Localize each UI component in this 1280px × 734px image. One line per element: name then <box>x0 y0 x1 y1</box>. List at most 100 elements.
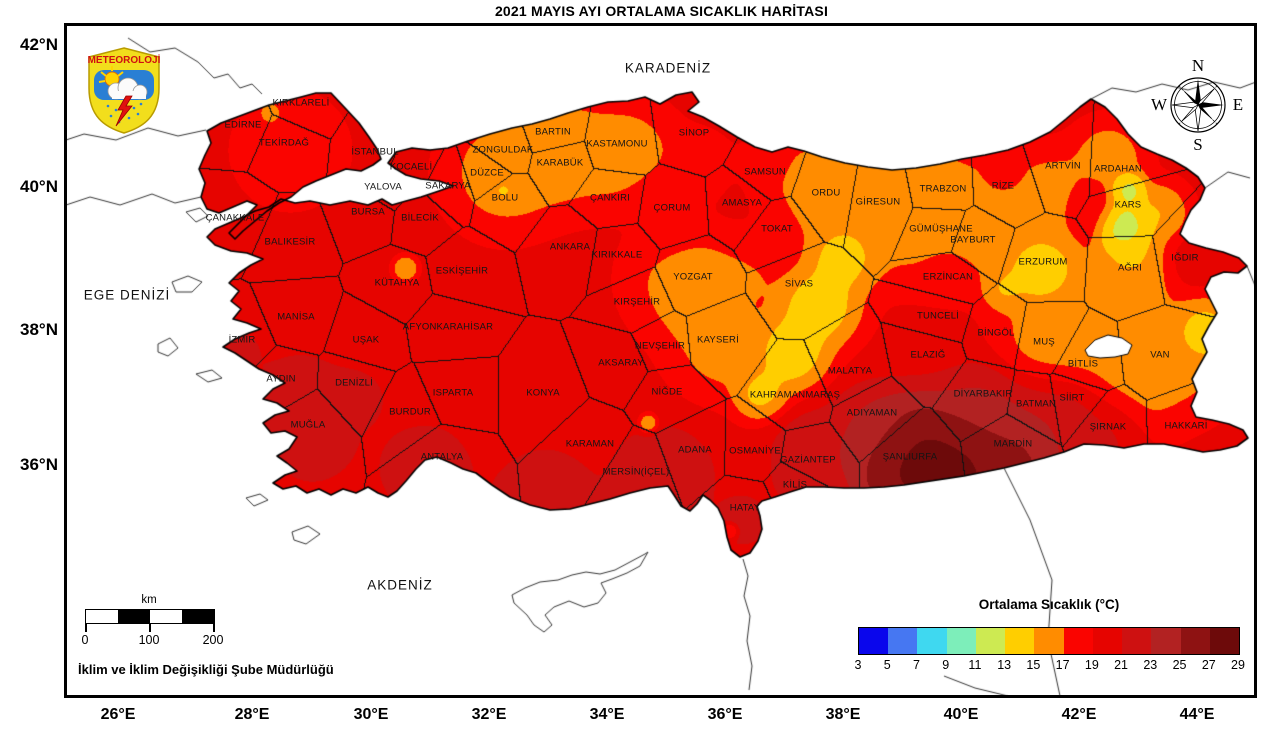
province-label: İSTANBUL <box>351 146 399 158</box>
province-label: MUŞ <box>1033 336 1055 348</box>
province-label: MARDİN <box>993 438 1033 450</box>
logo-sun-icon <box>98 66 124 87</box>
latitude-label: 36°N <box>20 455 58 474</box>
scalebar-segment <box>182 610 214 623</box>
legend-tick-label: 19 <box>1084 658 1099 672</box>
longitude-label: 38°E <box>825 706 861 723</box>
longitude-label: 26°E <box>100 706 136 723</box>
sea-label: EGE DENİZİ <box>83 287 171 303</box>
province-label: BURSA <box>351 206 385 218</box>
legend-cell <box>1092 628 1123 654</box>
scalebar-segment <box>118 610 150 623</box>
logo-text: METEOROLOJİ <box>88 53 161 66</box>
compass-north-label: N <box>1191 56 1205 75</box>
province-label: ADANA <box>678 444 712 456</box>
logo-lightning-icon <box>115 95 133 127</box>
province-label: SAMSUN <box>744 166 786 178</box>
province-label: AYDIN <box>266 373 296 385</box>
province-label: IĞDIR <box>1171 252 1199 264</box>
latitude-label: 38°N <box>20 320 58 339</box>
legend-tick-label: 23 <box>1143 658 1158 672</box>
province-label: RİZE <box>991 180 1015 192</box>
province-label: ESKİŞEHİR <box>435 265 489 277</box>
province-label: TOKAT <box>761 223 793 235</box>
logo-cloud-icon <box>107 77 148 100</box>
province-label: KAYSERİ <box>697 334 739 346</box>
province-label: AFYONKARAHİSAR <box>402 321 494 333</box>
legend-cell <box>1063 628 1093 654</box>
province-label: SAKARYA <box>425 180 471 192</box>
legend-cell <box>859 628 889 654</box>
province-label: BOLU <box>491 192 519 204</box>
province-label: KAHRAMANMARAŞ <box>749 389 841 401</box>
compass-rose <box>1170 77 1226 133</box>
province-label: BARTIN <box>535 126 571 138</box>
legend-tick-label: 15 <box>1026 658 1041 672</box>
legend-tick-label: 7 <box>912 658 920 672</box>
legend-cell <box>1034 628 1064 654</box>
province-label: OSMANİYE <box>729 445 781 457</box>
legend-tick-label: 27 <box>1201 658 1216 672</box>
longitude-label: 40°E <box>943 706 979 723</box>
longitude-label: 32°E <box>471 706 507 723</box>
legend-tick-label: 25 <box>1172 658 1187 672</box>
province-label: TEKİRDAĞ <box>258 137 310 149</box>
province-label: KOCAELİ <box>389 161 433 173</box>
compass-star <box>1171 79 1224 132</box>
province-label: AMASYA <box>721 197 763 209</box>
province-label: EDİRNE <box>224 119 262 131</box>
legend-cell <box>975 628 1006 654</box>
legend-tick-label: 5 <box>883 658 891 672</box>
legend-cell <box>1151 628 1181 654</box>
province-label: KARS <box>1114 199 1142 211</box>
province-label: KIRKLARELİ <box>272 97 330 109</box>
province-label: ADIYAMAN <box>846 407 898 419</box>
scalebar-tick-label: 100 <box>138 633 160 647</box>
sea-label: AKDENİZ <box>367 577 433 593</box>
province-label: ÇORUM <box>653 202 691 214</box>
legend-tick-label: 13 <box>997 658 1012 672</box>
province-label: UŞAK <box>352 334 380 346</box>
province-label: KONYA <box>526 387 560 399</box>
province-label: BİTLİS <box>1067 358 1099 370</box>
province-label: ZONGULDAK <box>472 144 534 156</box>
scalebar-tick <box>85 624 87 632</box>
province-label: SİİRT <box>1059 392 1085 404</box>
province-label: ELAZIĞ <box>910 349 946 361</box>
province-label: AĞRI <box>1117 262 1143 274</box>
turkey-temperature-map <box>66 25 1257 698</box>
province-label: MERSİN(İÇEL) <box>602 466 670 478</box>
legend-cell <box>888 628 918 654</box>
province-label: MALATYA <box>827 365 873 377</box>
longitude-label: 42°E <box>1061 706 1097 723</box>
scalebar-segment <box>86 610 118 623</box>
legend-title: Ortalama Sıcaklık (°C) <box>978 597 1120 612</box>
province-label: ISPARTA <box>432 387 474 399</box>
province-label: ARDAHAN <box>1094 163 1142 175</box>
scalebar-tick <box>149 624 151 632</box>
province-label: VAN <box>1150 349 1170 361</box>
scalebar-tick <box>213 624 215 632</box>
scalebar-tick-label: 0 <box>81 633 89 647</box>
province-label: KASTAMONU <box>586 138 648 150</box>
province-label: SİNOP <box>678 127 710 139</box>
scalebar-tick-label: 200 <box>202 633 224 647</box>
province-label: GİRESUN <box>855 196 901 208</box>
province-label: ÇANAKKALE <box>205 212 265 224</box>
legend-cell <box>946 628 976 654</box>
province-label: GÜMÜŞHANE <box>909 223 973 235</box>
legend-cell <box>1122 628 1152 654</box>
credit-text: İklim ve İklim Değişikliği Şube Müdürlüğ… <box>78 662 334 677</box>
province-label: HAKKARİ <box>1164 420 1208 432</box>
sea-label: KARADENİZ <box>624 60 712 76</box>
legend-tick-label: 17 <box>1055 658 1070 672</box>
province-label: NEVŞEHİR <box>634 340 686 352</box>
legend-tick-label: 21 <box>1114 658 1129 672</box>
province-label: DİYARBAKIR <box>953 388 1013 400</box>
province-label: ANKARA <box>549 241 591 253</box>
province-label: MANİSA <box>277 311 315 323</box>
legend-tick-label: 9 <box>942 658 950 672</box>
meteoroloji-logo: METEOROLOJİ <box>88 47 161 134</box>
province-label: DENİZLİ <box>335 377 373 389</box>
